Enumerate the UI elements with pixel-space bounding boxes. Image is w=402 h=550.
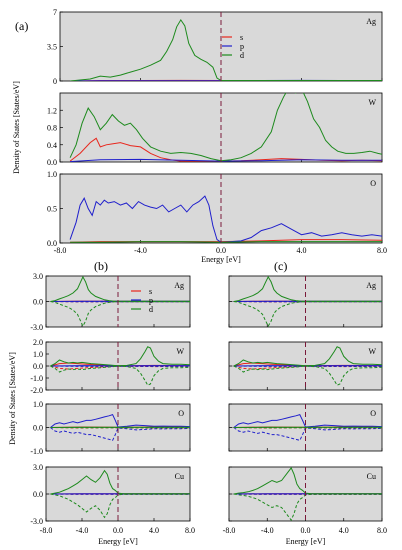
- element-label: W: [176, 347, 184, 356]
- legend-label: d: [149, 305, 153, 314]
- series-d-line: [70, 18, 382, 81]
- series-d-spin-down-line: [50, 493, 190, 519]
- subplot-o: 1.0 0.0 -1.0 O: [30, 400, 191, 456]
- x-tick-label: 0.0: [216, 246, 226, 255]
- legend-label: d: [240, 51, 244, 60]
- x-tick-label: 8.0: [185, 526, 195, 535]
- y-tick-label: 3.0: [33, 272, 43, 281]
- subplot-o: O: [228, 403, 383, 452]
- series-d-spin-down-line: [233, 493, 382, 521]
- y-tick-label: 0.0: [47, 158, 57, 167]
- y-tick-label: 0.0: [47, 239, 57, 248]
- series-p-spin-down-line: [233, 427, 382, 441]
- series-p-line: [233, 413, 382, 428]
- y-axis-title: Density of States [States/eV]: [12, 81, 21, 174]
- x-tick-label: 8.0: [377, 246, 387, 255]
- series-d-spin-down-line: [50, 301, 190, 327]
- series-d-line: [69, 93, 382, 162]
- y-tick-label: 7: [53, 8, 57, 17]
- chart-a: (a) 0 3.5 7 Ag spd 0.0 0.4 0.8 1.2 W 0.0 0.5 1.0 O -8.0…: [12, 8, 387, 264]
- series-d-line: [233, 276, 382, 302]
- y-tick-label: 1.0: [47, 170, 57, 179]
- element-label: Cu: [367, 472, 376, 481]
- y-tick-label: 0.0: [33, 362, 43, 371]
- y-tick-label: 0.0: [33, 424, 43, 433]
- chart-b: (b) 3.0 0.0 -3.0 Ag spd 2.0 1.0 0.0 -1.0 -2.0 W 1.0 0…: [8, 259, 195, 546]
- x-tick-label: -4.0: [134, 246, 147, 255]
- y-tick-label: -3.0: [30, 323, 43, 332]
- panel-label: (b): [94, 259, 108, 273]
- subplot-ag: Ag: [228, 275, 383, 328]
- series-d-line: [50, 469, 190, 495]
- panel-label: (c): [274, 259, 287, 273]
- y-tick-label: -1.0: [30, 447, 43, 456]
- legend-label: s: [149, 287, 152, 296]
- chart-c: (c) Ag W O Cu -8.0 -4.0 0.0 4.0 8.0 Energy [eV]: [223, 259, 387, 546]
- x-tick-label: 4.0: [339, 526, 349, 535]
- x-tick-label: -8.0: [54, 246, 67, 255]
- subplot-cu: Cu: [228, 466, 383, 522]
- x-tick-label: 4.0: [149, 526, 159, 535]
- y-tick-label: 0.4: [47, 141, 57, 150]
- x-tick-label: 8.0: [377, 526, 387, 535]
- x-tick-label: -8.0: [223, 526, 236, 535]
- series-d-line: [233, 467, 382, 495]
- x-tick-label: -8.0: [40, 526, 53, 535]
- x-tick-label: -4.0: [76, 526, 89, 535]
- y-tick-label: -1.0: [30, 374, 43, 383]
- y-tick-label: 2.0: [33, 338, 43, 347]
- y-tick-label: 0.5: [47, 205, 57, 214]
- series-p-line: [50, 413, 190, 428]
- y-tick-label: 1.0: [33, 350, 43, 359]
- legend-label: p: [149, 296, 153, 305]
- x-tick-label: 0.0: [301, 526, 311, 535]
- subplot-w: 0.0 0.4 0.8 1.2 W: [47, 92, 383, 167]
- subplot-w: 2.0 1.0 0.0 -1.0 -2.0 W: [30, 338, 191, 395]
- y-tick-label: -3.0: [30, 517, 43, 526]
- element-label: O: [178, 409, 184, 418]
- y-axis-title: Density of States [States/eV]: [8, 352, 17, 445]
- y-tick-label: 3.0: [33, 463, 43, 472]
- element-label: O: [370, 409, 376, 418]
- subplot-w: W: [228, 341, 383, 391]
- series-d-spin-down-line: [233, 301, 382, 327]
- x-tick-label: 0.0: [113, 526, 123, 535]
- element-label: Ag: [366, 17, 376, 26]
- series-d-line: [233, 346, 382, 367]
- subplot-cu: 3.0 0.0 -3.0 Cu: [30, 463, 191, 526]
- y-tick-label: -2.0: [30, 386, 43, 395]
- y-tick-label: 1.0: [33, 400, 43, 409]
- legend-label: p: [240, 42, 244, 51]
- y-tick-label: 0.0: [33, 298, 43, 307]
- y-tick-label: 1.2: [47, 106, 57, 115]
- panel-label: (a): [15, 19, 28, 33]
- series-p-spin-down-line: [50, 427, 190, 442]
- series-d-line: [50, 276, 190, 302]
- element-label: O: [370, 179, 376, 188]
- x-axis-title: Energy [eV]: [98, 537, 138, 546]
- x-axis-title: Energy [eV]: [286, 537, 326, 546]
- x-tick-label: -4.0: [261, 526, 274, 535]
- series-d-line: [50, 346, 190, 367]
- element-label: Ag: [174, 281, 184, 290]
- element-label: W: [368, 347, 376, 356]
- y-tick-label: 0.8: [47, 124, 57, 133]
- element-label: Ag: [366, 281, 376, 290]
- y-tick-label: 3.5: [47, 43, 57, 52]
- element-label: Cu: [175, 472, 184, 481]
- series-p-line: [69, 195, 382, 243]
- y-tick-label: 0.0: [33, 490, 43, 499]
- x-tick-label: 4.0: [297, 246, 307, 255]
- x-axis-title: Energy [eV]: [201, 255, 241, 264]
- legend-label: s: [240, 33, 243, 42]
- subplot-o: 0.0 0.5 1.0 O: [47, 170, 383, 248]
- subplot-ag: 0 3.5 7 Ag spd: [47, 8, 383, 86]
- subplot-ag: 3.0 0.0 -3.0 Ag spd: [30, 272, 191, 332]
- series-d-spin-down-line: [233, 365, 382, 386]
- y-tick-label: 0: [53, 77, 57, 86]
- element-label: W: [368, 98, 376, 107]
